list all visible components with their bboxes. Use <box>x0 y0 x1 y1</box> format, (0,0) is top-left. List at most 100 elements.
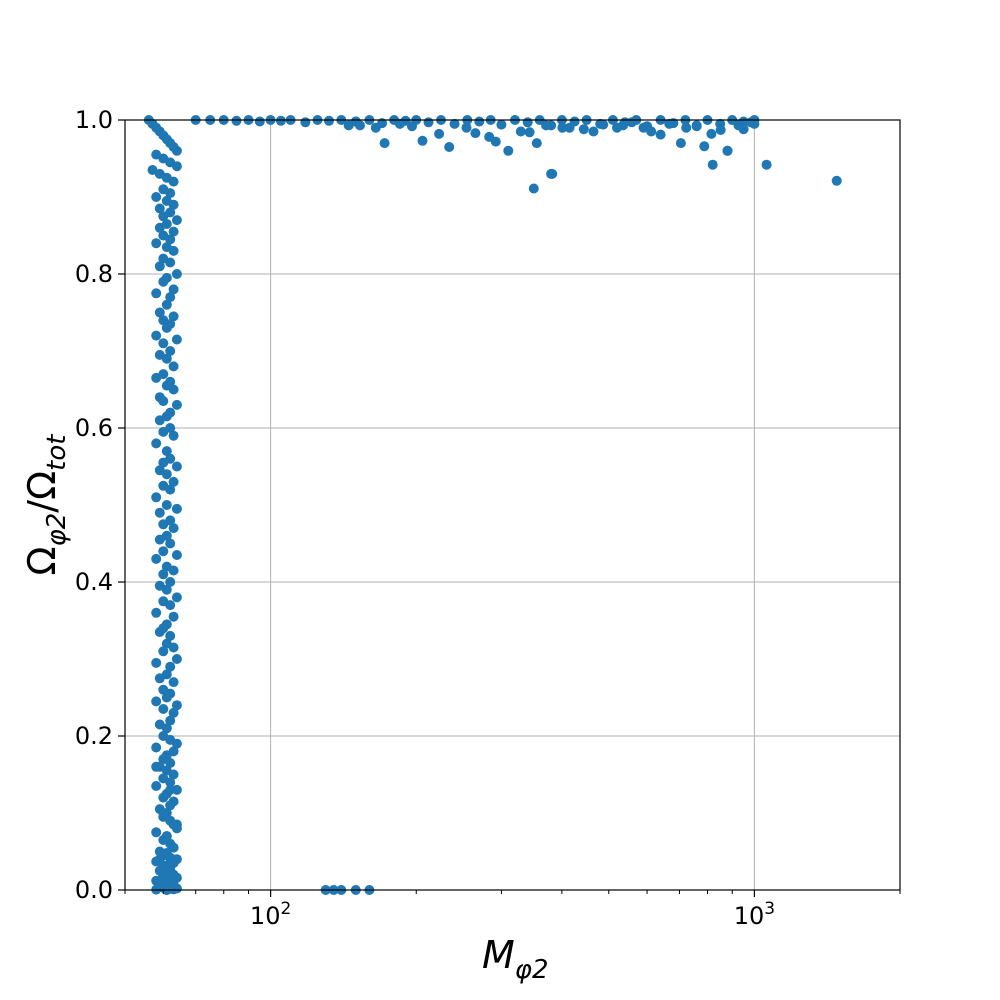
data-point <box>646 126 657 137</box>
data-point <box>626 117 637 128</box>
data-point <box>470 128 481 139</box>
data-point <box>564 122 575 133</box>
data-point <box>161 831 172 842</box>
data-point <box>154 203 165 214</box>
data-point <box>154 854 165 865</box>
data-point <box>158 338 169 349</box>
data-point <box>474 116 485 127</box>
data-point <box>154 415 165 426</box>
data-point <box>528 183 539 194</box>
data-point <box>171 145 182 156</box>
data-point <box>515 126 526 137</box>
data-point <box>275 115 286 126</box>
data-point <box>379 138 390 149</box>
data-point <box>168 284 179 295</box>
plot-frame <box>124 119 901 891</box>
data-point <box>161 723 172 734</box>
data-point <box>165 257 176 268</box>
data-point <box>158 546 169 557</box>
data-point <box>165 600 176 611</box>
data-point <box>151 330 162 341</box>
data-point <box>165 346 176 356</box>
data-point <box>434 128 445 139</box>
data-point <box>165 777 176 788</box>
data-point <box>158 426 169 437</box>
data-point <box>524 127 535 138</box>
data-point <box>484 131 495 142</box>
data-point <box>168 523 179 534</box>
data-point <box>168 677 179 688</box>
data-point <box>168 611 179 622</box>
data-point <box>154 673 165 684</box>
data-point <box>151 781 162 791</box>
x-axis-label-main: M <box>482 933 515 977</box>
data-point <box>154 222 165 233</box>
data-point <box>158 519 169 530</box>
y-axis-label: Ωφ2/Ωtot <box>20 434 72 576</box>
data-point <box>168 842 179 853</box>
data-point <box>449 118 460 129</box>
data-point <box>715 125 726 135</box>
data-point <box>161 500 172 510</box>
y-label-num-sub: φ2 <box>42 513 72 547</box>
data-point <box>158 396 169 407</box>
data-point <box>531 138 542 149</box>
data-point <box>154 307 165 318</box>
data-point <box>496 119 507 130</box>
data-point <box>165 865 176 876</box>
x-axis-label-sub: φ2 <box>515 955 549 985</box>
data-point <box>168 707 179 718</box>
data-point <box>165 538 176 549</box>
y-tick-label: 0.2 <box>75 722 113 750</box>
data-point <box>324 115 334 126</box>
data-point <box>161 584 172 595</box>
data-point <box>171 334 182 345</box>
data-point <box>165 715 176 726</box>
data-point <box>370 122 381 133</box>
data-point <box>407 121 417 132</box>
data-point <box>154 627 165 637</box>
data-point <box>165 661 176 672</box>
data-point <box>675 138 686 149</box>
data-point <box>461 122 472 133</box>
y-tick-label: 0.8 <box>75 260 113 288</box>
data-point <box>638 122 649 133</box>
data-point <box>171 399 182 410</box>
data-point <box>707 159 718 170</box>
scatter-points <box>143 115 842 895</box>
data-point <box>168 642 179 653</box>
data-point <box>168 384 179 395</box>
data-point <box>168 565 179 576</box>
data-point <box>165 630 176 641</box>
data-point <box>165 188 176 199</box>
data-point <box>151 288 162 299</box>
data-point <box>588 126 599 137</box>
data-point <box>168 769 179 780</box>
data-point <box>151 607 162 618</box>
data-point <box>231 115 242 126</box>
data-point <box>681 122 692 133</box>
x-tick-label: 102 <box>250 899 291 930</box>
y-tick-label: 0.0 <box>75 876 113 904</box>
data-point <box>158 211 169 222</box>
data-point <box>706 128 717 139</box>
data-point <box>733 120 744 131</box>
data-point <box>691 121 702 132</box>
data-point <box>161 322 172 333</box>
data-point <box>171 161 182 172</box>
data-point <box>171 503 182 514</box>
data-point <box>171 461 182 472</box>
data-point <box>171 215 182 226</box>
data-point <box>165 292 176 303</box>
data-point <box>168 199 179 210</box>
data-point <box>165 577 176 587</box>
data-point <box>171 654 182 664</box>
y-tick-label: 0.4 <box>75 568 113 596</box>
data-point <box>355 120 365 131</box>
data-point <box>151 238 162 249</box>
data-point <box>165 758 176 768</box>
data-point <box>158 276 169 287</box>
data-point <box>161 692 172 703</box>
data-point <box>151 553 162 564</box>
data-point <box>171 269 182 279</box>
